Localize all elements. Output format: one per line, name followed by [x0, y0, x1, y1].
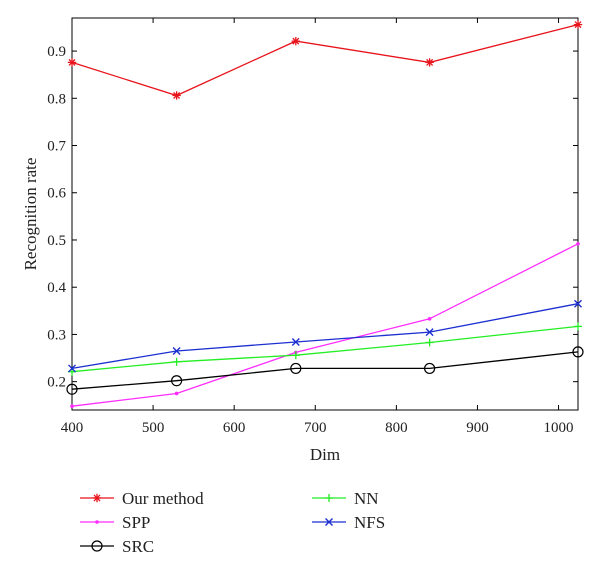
data-point-our-method [425, 58, 434, 67]
legend-marker [91, 540, 103, 552]
x-tick-label: 800 [385, 420, 408, 436]
data-point-nfs [425, 328, 434, 337]
legend-marker [325, 518, 333, 526]
data-point-nfs [291, 337, 300, 346]
series-nn [68, 322, 582, 376]
data-point-nn [291, 351, 300, 360]
legend-item-src: SRC [80, 537, 154, 556]
x-tick-label: 400 [61, 420, 84, 436]
legend-marker [325, 494, 333, 502]
y-tick-label: 0.5 [47, 233, 66, 249]
series-line-nn [71, 325, 579, 373]
data-point-src [171, 375, 183, 387]
series-layer [66, 20, 584, 409]
legend-marker [92, 493, 102, 503]
data-point-our-method [291, 36, 301, 46]
data-point-src [66, 383, 78, 395]
y-tick-label: 0.6 [47, 186, 66, 202]
x-tick-label: 600 [223, 420, 246, 436]
data-point-spp [576, 241, 580, 246]
data-point-nfs [68, 364, 76, 373]
data-point-src [572, 346, 584, 358]
legend-item-our-method: Our method [80, 489, 204, 508]
series-line-src [71, 351, 579, 390]
y-axis-label: Recognition rate [21, 158, 40, 271]
legend-marker [95, 520, 99, 524]
plot-frame [71, 17, 579, 411]
y-tick-label: 0.3 [47, 327, 66, 343]
data-point-nn [574, 322, 582, 331]
data-point-spp [174, 391, 179, 396]
legend-item-spp: SPP [80, 513, 150, 532]
data-point-our-method [172, 91, 181, 100]
y-tick-label: 0.9 [47, 44, 66, 60]
y-tick-label: 0.4 [47, 280, 66, 296]
data-point-src [290, 362, 302, 375]
legend-item-nn: NN [312, 489, 379, 508]
x-axis-label: Dim [310, 445, 340, 464]
y-tick-label: 0.2 [47, 375, 66, 391]
legend-label: NN [354, 489, 379, 508]
data-point-spp [70, 404, 74, 409]
data-point-our-method [67, 58, 77, 67]
x-axis: 400 500 600 700 800 900 1000 [61, 18, 574, 436]
y-tick-label: 0.7 [47, 139, 66, 155]
series-src [66, 346, 584, 395]
data-point-nn [425, 338, 434, 347]
x-tick-label: 900 [466, 420, 489, 436]
y-axis: 0.2 0.3 0.4 0.5 0.6 0.7 0.8 0.9 [47, 44, 578, 391]
x-tick-label: 500 [142, 420, 165, 436]
series-our-method [67, 20, 583, 100]
data-point-nfs [172, 346, 181, 355]
data-point-spp [427, 317, 432, 321]
data-point-src [424, 362, 436, 375]
series-line-spp [71, 243, 579, 407]
x-tick-label: 1000 [544, 420, 574, 436]
legend-item-nfs: NFS [312, 513, 385, 532]
series-line-our-method [71, 23, 579, 97]
data-point-nn [172, 357, 181, 366]
y-tick-label: 0.8 [47, 91, 66, 107]
x-tick-label: 700 [304, 420, 327, 436]
series-nfs [68, 299, 582, 373]
legend: Our method SPP SRC NN NFS [80, 489, 385, 556]
legend-label: Our method [122, 489, 204, 508]
data-point-nfs [574, 299, 582, 308]
data-point-our-method [573, 20, 583, 29]
legend-label: SPP [122, 513, 150, 532]
legend-label: NFS [354, 513, 385, 532]
series-line-nfs [71, 303, 579, 370]
legend-label: SRC [122, 537, 154, 556]
